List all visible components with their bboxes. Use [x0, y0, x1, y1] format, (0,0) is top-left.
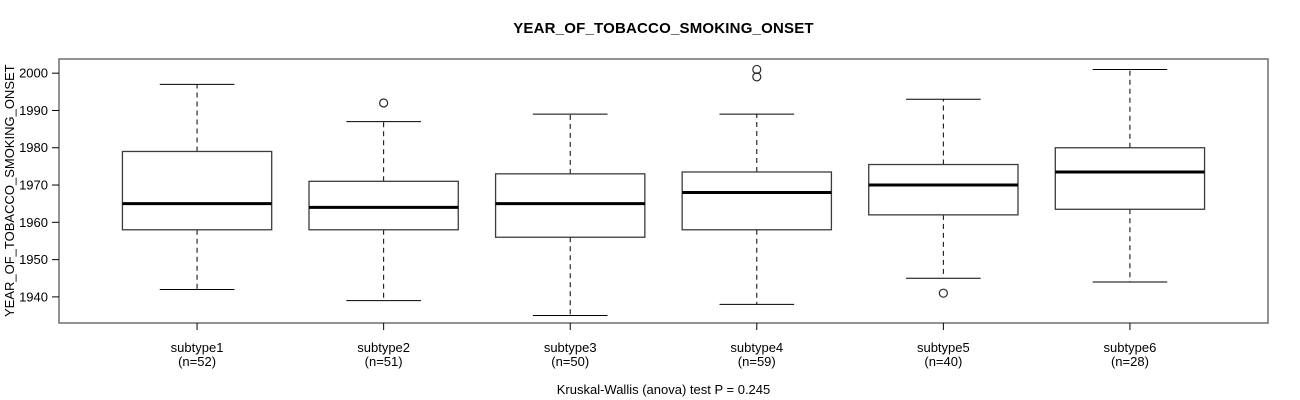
x-tick-label: subtype1: [171, 340, 224, 355]
x-tick-sublabel: (n=52): [178, 354, 216, 369]
outlier-point: [752, 72, 762, 82]
y-tick-label: 1980: [19, 140, 48, 155]
x-tick-sublabel: (n=50): [551, 354, 589, 369]
iqr-box: [308, 180, 459, 231]
outlier-point: [752, 64, 762, 75]
x-tick-label: subtype5: [917, 340, 970, 355]
y-tick-label: 1940: [19, 289, 48, 304]
x-tick-label: subtype4: [730, 340, 783, 355]
x-tick-sublabel: (n=59): [738, 354, 776, 369]
y-tick-label: 1990: [19, 103, 48, 118]
x-tick-sublabel: (n=40): [924, 354, 962, 369]
iqr-box: [494, 173, 646, 238]
chart-title: YEAR_OF_TOBACCO_SMOKING_ONSET: [513, 20, 814, 37]
x-tick-sublabel: (n=51): [365, 354, 403, 369]
y-tick-label: 2000: [19, 66, 48, 81]
iqr-box: [1054, 147, 1206, 210]
stat-test-caption: Kruskal-Wallis (anova) test P = 0.245: [556, 382, 771, 397]
y-tick-label: 1970: [19, 178, 48, 193]
iqr-box: [121, 150, 273, 231]
outlier-point: [379, 98, 389, 108]
x-tick-label: subtype2: [357, 340, 410, 355]
x-tick-label: subtype6: [1104, 340, 1157, 355]
y-tick-label: 1960: [19, 215, 48, 230]
iqr-box: [868, 163, 1019, 216]
plot-frame: [58, 58, 1269, 324]
iqr-box: [681, 171, 833, 231]
outlier-point: [938, 288, 948, 298]
x-tick-sublabel: (n=28): [1111, 354, 1149, 369]
x-tick-label: subtype3: [544, 340, 597, 355]
y-tick-label: 1950: [19, 252, 48, 267]
